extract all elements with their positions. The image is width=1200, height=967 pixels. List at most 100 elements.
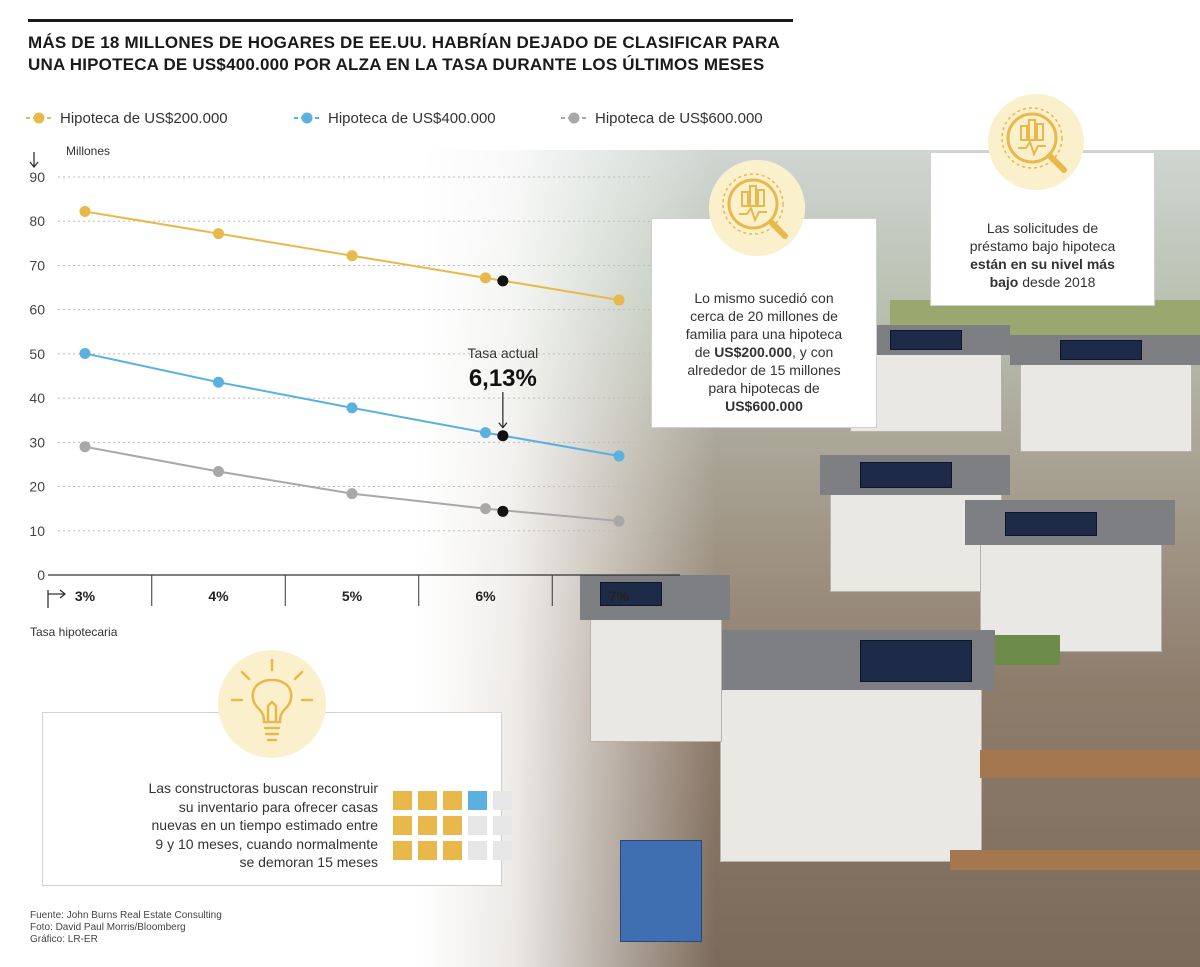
y-tick-label: 90 — [29, 169, 45, 185]
y-tick-label: 60 — [29, 302, 45, 318]
credit-photo: Foto: David Paul Morris/Bloomberg — [30, 922, 186, 933]
chart-labels: 90 80 70 60 50 40 30 20 10 0 Millones 3% 4% 5% 6% 7% Tas… — [29, 144, 629, 639]
callout-right: Las solicitudes de préstamo bajo hipotec… — [930, 152, 1155, 306]
month-cell — [493, 816, 512, 835]
solar-panel — [1005, 512, 1097, 536]
y-unit-label: Millones — [66, 144, 110, 158]
y-tick-label: 50 — [29, 346, 45, 362]
note-text: Las constructoras buscan reconstruir su … — [83, 779, 378, 872]
y-unit-arrow-icon — [29, 152, 39, 169]
solar-panel — [890, 330, 962, 350]
month-cell — [493, 791, 512, 810]
callout-mid-line7-bold: US$600.000 — [725, 398, 803, 414]
lightbulb-icon — [230, 658, 314, 742]
note-line1: Las constructoras buscan reconstruir — [148, 780, 378, 796]
fence — [980, 750, 1200, 778]
callout-mid-line6: para hipotecas de — [708, 380, 820, 396]
x-tick-label: 4% — [208, 588, 229, 604]
chart-grid — [58, 176, 650, 532]
month-cell — [443, 791, 462, 810]
callout-mid-line4-post: , y con — [792, 344, 834, 360]
month-cell — [418, 841, 437, 860]
solar-panel — [860, 462, 952, 488]
current-rate-marker — [497, 275, 509, 287]
headline: MÁS DE 18 MILLONES DE HOGARES DE EE.UU. … — [28, 33, 780, 74]
legend-marker-icon — [561, 112, 587, 124]
month-cell — [393, 791, 412, 810]
month-cell — [443, 841, 462, 860]
callout-right-line4-bold: bajo — [989, 274, 1019, 290]
house — [1020, 350, 1192, 452]
month-cell — [468, 841, 487, 860]
legend-label-400: Hipoteca de US$400.000 — [328, 109, 496, 127]
callout-mid-line4: de US$200.000, y con — [652, 343, 876, 361]
series-point-1 — [613, 450, 625, 462]
y-tick-label: 10 — [29, 523, 45, 539]
legend-label-600: Hipoteca de US$600.000 — [595, 109, 763, 127]
solar-panel — [1060, 340, 1142, 360]
note-line3: nuevas en un tiempo estimado entre — [151, 817, 378, 833]
x-axis-arrow-icon — [47, 589, 67, 608]
x-tick-label: 6% — [475, 588, 496, 604]
month-cell — [393, 841, 412, 860]
credit-source: Fuente: John Burns Real Estate Consultin… — [30, 910, 222, 921]
legend-marker-icon — [26, 112, 52, 124]
callout-mid-line4-bold: US$200.000 — [714, 344, 793, 360]
solar-panel — [860, 640, 972, 682]
current-rate-marker — [497, 505, 509, 517]
legend-item-600: Hipoteca de US$600.000 — [561, 108, 763, 128]
x-axis-label: Tasa hipotecaria — [30, 625, 118, 639]
x-tick-label: 7% — [609, 588, 630, 604]
note-line4: 9 y 10 meses, cuando normalmente — [155, 835, 378, 852]
callout-mid-line4-pre: de — [694, 344, 715, 360]
y-tick-label: 80 — [29, 213, 45, 229]
callout-mid-line2: cerca de 20 millones de — [690, 308, 838, 324]
lightbulb-icon-circle — [218, 650, 326, 758]
series-point-0 — [213, 228, 224, 240]
month-cell — [468, 791, 487, 810]
top-rule — [28, 19, 793, 22]
series-point-0 — [613, 294, 625, 306]
callout-right-line4-post: desde 2018 — [1018, 274, 1096, 290]
series-point-1 — [213, 376, 224, 388]
series-point-0 — [480, 272, 491, 284]
solar-panel — [600, 582, 662, 606]
legend-item-200: Hipoteca de US$200.000 — [26, 108, 228, 128]
y-tick-label: 40 — [29, 390, 45, 406]
note-line2: su inventario para ofrecer casas — [178, 798, 378, 815]
current-rate-markers — [497, 275, 509, 517]
chart-series — [79, 205, 625, 527]
x-tick-label: 3% — [75, 588, 96, 604]
month-cell — [468, 816, 487, 835]
y-tick-label: 0 — [37, 567, 45, 583]
callout-mid-line5: alrededor de 15 millones — [687, 362, 841, 378]
series-point-0 — [346, 250, 358, 262]
magnifier-chart-icon — [722, 173, 788, 239]
fence — [950, 850, 1200, 870]
callout-mid-line3: familia para una hipoteca — [685, 326, 843, 342]
series-line-2 — [84, 445, 620, 523]
series-point-2 — [613, 515, 625, 527]
month-cell — [418, 816, 437, 835]
chart-axes — [29, 152, 680, 608]
dumpster — [620, 840, 702, 942]
credits: Fuente: John Burns Real Estate Consultin… — [30, 910, 222, 946]
month-cell — [393, 816, 412, 835]
series-point-2 — [346, 488, 358, 500]
series-point-1 — [346, 402, 358, 414]
current-rate-arrow-icon — [498, 422, 508, 429]
callout-mid-line1: Lo mismo sucedió con — [694, 290, 834, 306]
search-chart-icon-circle-right — [988, 94, 1084, 190]
callout-right-line3: están en su nivel más — [931, 255, 1154, 273]
y-tick-label: 30 — [29, 434, 45, 450]
callout-mid-line7: US$600.000 — [652, 397, 876, 415]
credit-graphic: Gráfico: LR-ER — [30, 934, 98, 945]
search-chart-icon-circle-front — [709, 160, 805, 256]
series-point-2 — [480, 503, 491, 515]
y-tick-label: 20 — [29, 479, 45, 495]
note-line5: se demoran 15 meses — [239, 854, 378, 870]
month-cell — [443, 816, 462, 835]
month-cell — [418, 791, 437, 810]
series-point-0 — [79, 205, 91, 217]
